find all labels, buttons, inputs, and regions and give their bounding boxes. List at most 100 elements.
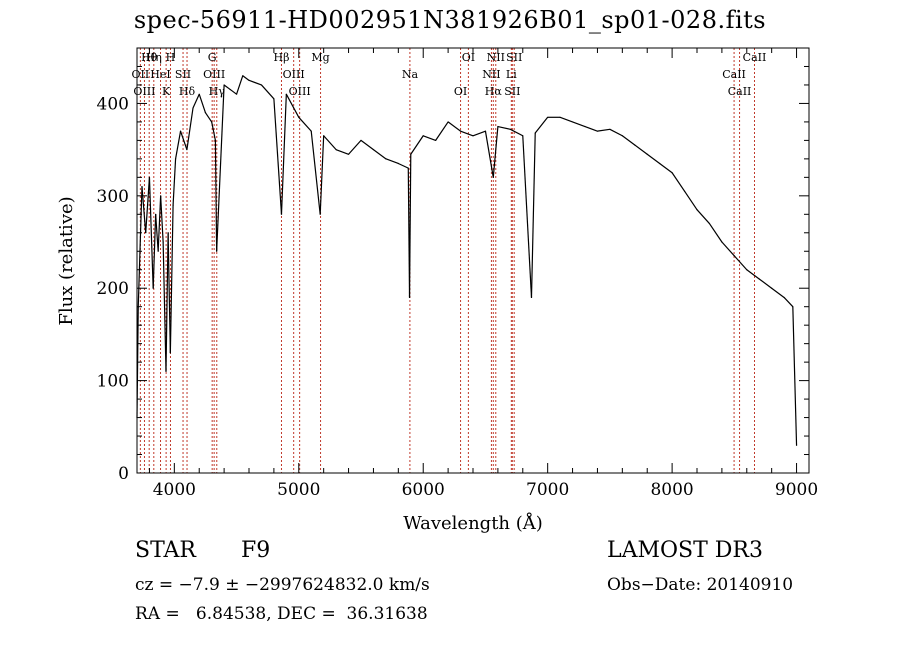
spectrum-segment — [298, 116, 312, 132]
spectrum-point — [235, 93, 238, 95]
spectrum-segment — [721, 241, 735, 257]
spectrum-segment — [174, 131, 182, 159]
spectrum-segment — [235, 75, 244, 95]
spectrum-point — [683, 190, 686, 192]
line-label: Hα — [485, 85, 503, 98]
spectrum-point — [509, 128, 511, 130]
line-label: NII — [482, 68, 500, 81]
spectrum-point — [530, 296, 533, 299]
spectrum-segment — [492, 126, 499, 178]
line-label: OII — [132, 68, 150, 81]
spectrum-segment — [410, 135, 424, 155]
spectrum-point — [285, 93, 287, 95]
spectrum-segment — [348, 139, 362, 155]
spectrum-segment — [141, 186, 147, 233]
spectrum-segment — [746, 269, 760, 280]
spectrum-segment — [229, 89, 237, 95]
line-label: Hθ — [141, 51, 158, 64]
spectrum-segment — [597, 128, 610, 132]
chart-title: spec-56911-HD002951N381926B01_sp01-028.f… — [133, 6, 767, 34]
spectrum-point — [609, 128, 611, 130]
spectrum-segment — [708, 223, 723, 243]
survey-name: LAMOST DR3 — [607, 538, 763, 563]
spectrum-segment — [137, 186, 143, 307]
spectrum-point — [248, 79, 250, 81]
spectrum-segment — [172, 158, 177, 206]
object-subclass: F9 — [241, 538, 271, 563]
spectrum-point — [141, 185, 143, 188]
spectrum-segment — [280, 94, 287, 215]
spectrum-point — [708, 222, 711, 225]
x-tick-label: 4000 — [153, 480, 196, 500]
line-label: Hβ — [274, 51, 290, 64]
line-label: OIII — [289, 85, 311, 98]
spectrum-segment — [157, 195, 162, 252]
line-label: Na — [402, 68, 419, 81]
spectrum-point — [172, 204, 174, 206]
spectrum-segment — [671, 172, 686, 192]
spectrum-point — [397, 162, 399, 165]
spectrum-segment — [497, 125, 511, 130]
spectrum-point — [169, 352, 171, 354]
spectrum-segment — [204, 112, 213, 123]
spectrum-point — [298, 116, 300, 118]
spectrum-point — [547, 116, 549, 118]
spectrum-point — [492, 176, 494, 178]
spectrum-segment — [360, 139, 374, 151]
line-label: K — [162, 85, 171, 98]
x-axis-label: Wavelength (Å) — [403, 512, 543, 534]
y-tick-label: 200 — [97, 279, 129, 299]
spectrum-segment — [792, 306, 798, 446]
spectrum-segment — [160, 195, 164, 243]
spectrum-point — [621, 135, 623, 137]
spectrum-point — [484, 130, 487, 132]
line-label: Li — [506, 68, 517, 81]
observation-date: Obs−Date: 20140910 — [607, 575, 794, 595]
x-tick-label: 5000 — [277, 480, 320, 500]
spectrum-segment — [192, 93, 200, 109]
y-tick-label: 0 — [118, 464, 129, 484]
spectrum-point — [522, 135, 524, 137]
spectrum-point — [596, 130, 599, 132]
line-label: OI — [454, 85, 467, 98]
spectrum-point — [733, 255, 735, 257]
line-label: CaII — [743, 51, 767, 64]
line-label: OIII — [133, 85, 155, 98]
spectrum-segment — [214, 140, 218, 252]
spectrum-point — [319, 213, 321, 215]
spectrum-segment — [260, 84, 275, 100]
spectrum-point — [385, 158, 387, 160]
spectrum-point — [323, 135, 325, 137]
plot-frame — [136, 47, 810, 474]
spectrum-segment — [273, 98, 283, 215]
spectrum-segment — [248, 79, 262, 86]
line-label: Hδ — [179, 85, 196, 98]
spectrum-point — [497, 125, 499, 128]
x-tick-label: 6000 — [402, 480, 445, 500]
spectrum-segment — [319, 135, 325, 215]
spectrum-point — [186, 149, 188, 151]
spectrum-point — [155, 213, 157, 215]
spectrum-point — [472, 135, 474, 137]
line-label: SII — [504, 85, 520, 98]
spectrum-segment — [216, 84, 225, 252]
object-class: STAR — [135, 538, 196, 563]
spectrum-segment — [572, 121, 586, 128]
spectrum-point — [534, 132, 536, 134]
spectrum-point — [148, 176, 151, 178]
spectrum-point — [211, 121, 213, 123]
spectrum-point — [152, 287, 154, 289]
spectrum-point — [273, 98, 275, 100]
spectrum-point — [145, 232, 147, 234]
spectrum-point — [407, 167, 409, 169]
spectrum-segment — [460, 130, 474, 137]
spectrum-point — [584, 125, 586, 128]
spectrum-point — [204, 112, 207, 114]
spectrum-segment — [285, 93, 300, 118]
spectrum-segment — [621, 135, 636, 146]
spectrum-point — [310, 130, 312, 132]
spectrum-segment — [530, 132, 536, 298]
spectrum-point — [758, 278, 760, 280]
spectrum-segment — [783, 297, 794, 308]
spectrum-segment — [179, 130, 188, 150]
